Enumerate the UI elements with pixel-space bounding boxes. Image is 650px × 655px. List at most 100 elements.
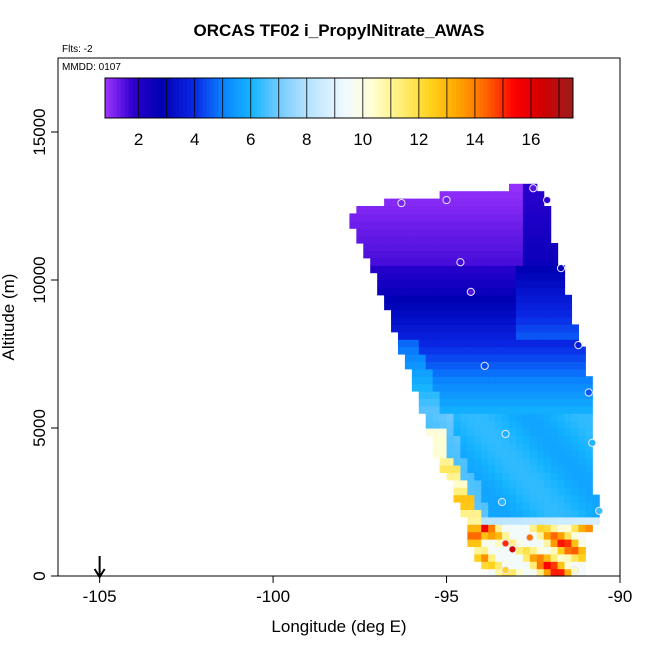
- heatmap-cell: [488, 420, 496, 429]
- heatmap-cell: [418, 206, 427, 214]
- heatmap-cell: [488, 220, 496, 229]
- heatmap-cell: [397, 280, 406, 288]
- sample-point: [501, 565, 510, 575]
- heatmap-cell: [557, 346, 566, 355]
- heatmap-cell: [495, 317, 503, 325]
- x-tick-label: -105: [83, 587, 117, 606]
- heatmap-cell: [432, 331, 441, 340]
- heatmap-cell: [439, 346, 448, 355]
- heatmap-cell: [550, 457, 559, 466]
- heatmap-cell: [502, 243, 510, 251]
- heatmap-cell: [529, 568, 538, 577]
- heatmap-cell: [474, 509, 482, 518]
- heatmap-cell: [578, 450, 586, 459]
- heatmap-cell: [502, 331, 510, 340]
- heatmap-cell: [508, 331, 517, 340]
- heatmap-cell: [377, 235, 385, 244]
- heatmap-cell: [495, 265, 503, 274]
- heatmap-cell: [522, 383, 531, 392]
- heatmap-cell: [425, 361, 434, 370]
- heatmap-cell: [564, 294, 573, 303]
- heatmap-cell: [529, 361, 538, 370]
- heatmap-cell: [446, 191, 455, 200]
- heatmap-cell: [536, 539, 545, 547]
- heatmap-cell: [557, 302, 566, 311]
- heatmap-cell: [550, 376, 559, 385]
- colorbar-segment: [288, 78, 293, 118]
- colorbar-segment: [374, 78, 379, 118]
- heatmap-cell: [397, 287, 406, 296]
- heatmap-cell: [529, 272, 538, 281]
- heatmap-cell: [432, 398, 441, 407]
- heatmap-cell: [488, 191, 496, 200]
- heatmap-cell: [446, 383, 455, 392]
- heatmap-cell: [391, 206, 399, 214]
- heatmap-cell: [397, 317, 406, 325]
- heatmap-cell: [453, 331, 462, 340]
- heatmap-cell: [488, 243, 496, 251]
- heatmap-cell: [529, 317, 538, 325]
- heatmap-cell: [515, 250, 524, 259]
- heatmap-cell: [474, 405, 482, 414]
- heatmap-cell: [585, 398, 593, 407]
- heatmap-cell: [550, 287, 559, 296]
- heatmap-cell: [515, 553, 524, 562]
- heatmap-cell: [502, 235, 510, 244]
- heatmap-cell: [564, 450, 573, 459]
- heatmap-cell: [467, 450, 475, 459]
- heatmap-cell: [460, 339, 468, 348]
- heatmap-cell: [564, 539, 573, 547]
- heatmap-cell: [508, 553, 517, 562]
- heatmap-cell: [508, 191, 517, 200]
- heatmap-cell: [543, 524, 552, 533]
- colorbar-segment: [128, 78, 133, 118]
- colorbar-tick-label: 2: [134, 130, 143, 149]
- heatmap-cell: [439, 420, 448, 429]
- heatmap-cell: [515, 191, 524, 200]
- heatmap-cell: [418, 398, 427, 407]
- heatmap-cell: [460, 250, 468, 259]
- heatmap-cell: [432, 317, 441, 325]
- heatmap-cell: [495, 257, 503, 266]
- heatmap-cell: [529, 339, 538, 348]
- heatmap-cell: [453, 361, 462, 370]
- colorbar-tick-label: 8: [302, 130, 311, 149]
- colorbar-segment: [264, 78, 270, 118]
- heatmap-cell: [439, 257, 448, 266]
- heatmap-cell: [432, 376, 441, 385]
- colorbar-segment: [186, 78, 192, 118]
- heatmap-cell: [474, 391, 482, 399]
- heatmap-cell: [481, 339, 489, 348]
- heatmap-cell: [460, 294, 468, 303]
- heatmap-cell: [425, 428, 434, 436]
- heatmap-cell: [508, 539, 517, 547]
- heatmap-cell: [557, 516, 566, 525]
- heatmap-cell: [515, 309, 524, 318]
- heatmap-cell: [522, 331, 531, 340]
- heatmap-cell: [453, 243, 462, 251]
- heatmap-cell: [536, 405, 545, 414]
- heatmap-cell: [550, 398, 559, 407]
- heatmap-cell: [543, 405, 552, 414]
- heatmap-cell: [418, 302, 427, 311]
- heatmap-cell: [418, 339, 427, 348]
- heatmap-cell: [432, 368, 441, 377]
- heatmap-cell: [481, 405, 489, 414]
- heatmap-cell: [536, 331, 545, 340]
- heatmap-cell: [557, 450, 566, 459]
- heatmap-cell: [418, 309, 427, 318]
- heatmap-cell: [488, 442, 496, 451]
- heatmap-cell: [453, 413, 462, 422]
- heatmap-cell: [404, 228, 413, 237]
- heatmap-cell: [356, 206, 364, 214]
- heatmap-cell: [453, 213, 462, 222]
- heatmap-cell: [536, 465, 545, 473]
- heatmap-cell: [370, 243, 378, 251]
- heatmap-cell: [508, 250, 517, 259]
- heatmap-cell: [585, 457, 593, 466]
- heatmap-cell: [453, 435, 462, 444]
- heatmap-cell: [397, 331, 406, 340]
- heatmap-cell: [578, 442, 586, 451]
- heatmap-cell: [495, 487, 503, 496]
